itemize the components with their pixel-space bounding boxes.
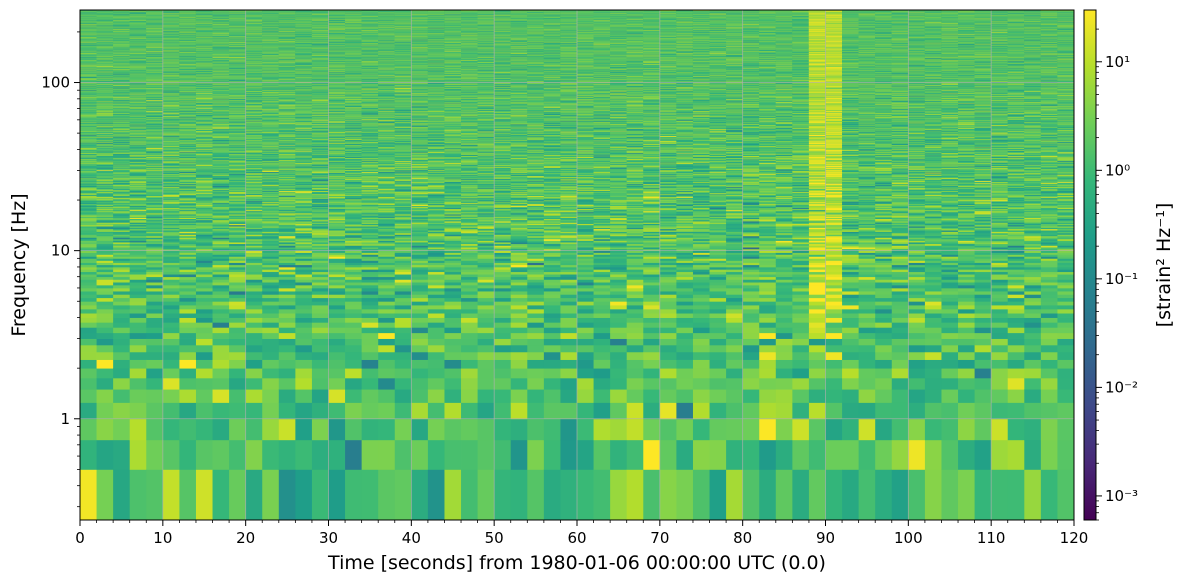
heatmap-cell [80, 288, 97, 292]
heatmap-cell [80, 285, 97, 288]
heatmap-cell [80, 269, 97, 272]
heatmap-cell [80, 352, 97, 360]
heatmap-cell [80, 301, 97, 305]
heatmap-cell [80, 277, 97, 280]
heatmap-cell [80, 282, 97, 285]
heatmap-cell [80, 313, 97, 318]
heatmap-cell [80, 345, 97, 352]
heatmap-cell [80, 419, 97, 440]
heatmap-cell [80, 389, 97, 403]
heatmap-cell [80, 469, 97, 520]
heatmap-cell [80, 309, 97, 314]
heatmap-cell [80, 298, 97, 302]
heatmap-cell [80, 294, 97, 298]
heatmap-cell [80, 318, 97, 323]
heatmap-cell [80, 360, 97, 369]
heatmap-cell [80, 440, 97, 470]
heatmap-cell [80, 339, 97, 346]
heatmap-cell [80, 274, 97, 277]
heatmap-cell [80, 402, 97, 419]
heatmap-cell [80, 279, 97, 282]
heatmap-cell [80, 327, 97, 333]
heatmap-cell [80, 305, 97, 309]
heatmap-cell [80, 322, 97, 327]
heatmap-cell [80, 378, 97, 390]
heatmap-cell [80, 291, 97, 295]
heatmap-cell [80, 368, 97, 378]
heatmap-cell [80, 272, 97, 275]
heatmap-cell [80, 333, 97, 339]
